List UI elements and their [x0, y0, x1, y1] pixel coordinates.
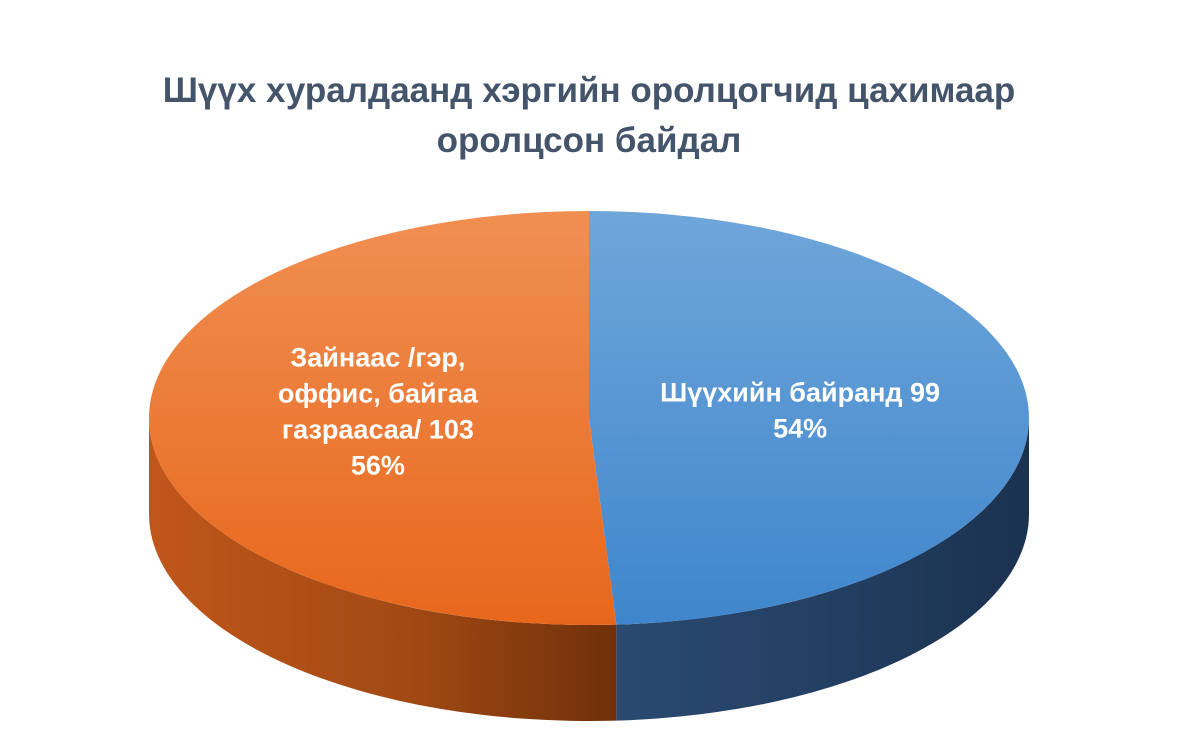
- chart-title-line-1: Шүүх хуралдаанд хэргийн оролцогчид цахим…: [162, 71, 1016, 110]
- slice-label-2-line-2: оффис, байгаа: [278, 378, 479, 408]
- slice-label-1-line-1: Шүүхийн байранд 99: [660, 378, 940, 408]
- pie-slice-side-1: [616, 418, 1029, 721]
- pie-slice-side-2: [149, 418, 617, 721]
- slice-label-1-line-2: 54%: [773, 414, 827, 444]
- slice-label-2-line-3: газраасаа/ 103: [282, 414, 474, 444]
- slice-label-1: Шүүхийн байранд 99 54%: [660, 378, 940, 444]
- chart-title-line-2: оролцсон байдал: [436, 121, 742, 160]
- slice-label-2: Зайнаас /гэр, оффис, байгаа газраасаа/ 103…: [278, 342, 479, 480]
- pie-slice-2: [148, 211, 617, 625]
- chart-title: Шүүх хуралдаанд хэргийн оролцогчид цахим…: [0, 66, 1178, 166]
- pie-slice-1: [589, 211, 1029, 625]
- slice-label-2-line-1: Зайнаас /гэр,: [290, 342, 465, 372]
- slice-label-2-line-4: 56%: [351, 450, 405, 480]
